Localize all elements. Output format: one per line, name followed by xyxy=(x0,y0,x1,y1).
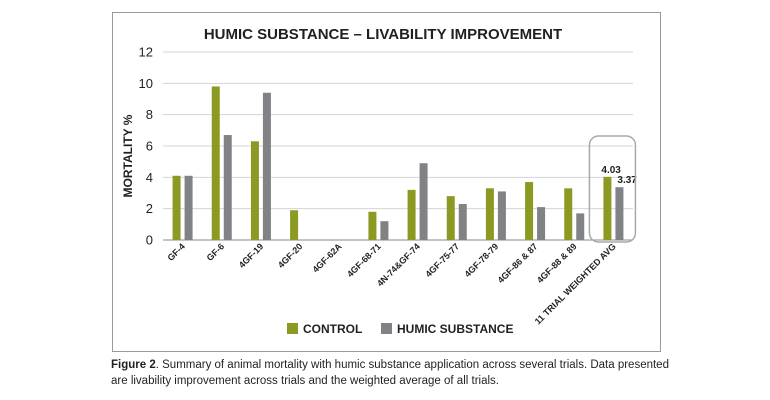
bars: 4.033.37 xyxy=(172,86,637,240)
gridlines xyxy=(163,51,633,241)
control-bar xyxy=(172,175,181,240)
x-tick-label: GF-6 xyxy=(205,241,227,263)
x-tick-label: 4GF-62A xyxy=(310,241,344,275)
x-tick-labels: GF-4 GF-6 4GF-19 4GF-20 4GF-62A 4GF-68-714N-7… xyxy=(165,241,617,326)
x-tick-label: 4GF-86 & 87 xyxy=(496,241,540,285)
humic-bar xyxy=(184,175,193,240)
chart-frame: HUMIC SUBSTANCE – LIVABILITY IMPROVEMENT… xyxy=(112,12,661,352)
control-bar xyxy=(485,188,494,240)
caption-text: . Summary of animal mortality with humic… xyxy=(111,359,669,387)
y-tick-label: 0 xyxy=(146,233,153,248)
control-bar xyxy=(603,176,612,240)
data-label: 3.37 xyxy=(617,175,637,186)
chart: HUMIC SUBSTANCE – LIVABILITY IMPROVEMENT… xyxy=(121,26,637,336)
data-label: 4.03 xyxy=(601,165,621,176)
y-tick-label: 8 xyxy=(146,107,153,122)
humic-bar xyxy=(497,191,506,240)
x-tick-label: 4GF-19 xyxy=(237,241,266,270)
y-tick-label: 10 xyxy=(139,76,153,91)
legend-swatch xyxy=(287,323,298,334)
legend-label: HUMIC SUBSTANCE xyxy=(397,322,513,336)
y-tick-labels: 0 2 4 6 8 10 12 xyxy=(139,45,153,248)
control-bar xyxy=(290,210,299,240)
legend: CONTROL HUMIC SUBSTANCE xyxy=(287,322,513,336)
humic-bar xyxy=(537,207,546,240)
humic-bar xyxy=(419,163,428,240)
x-tick-label: GF-4 xyxy=(165,241,187,263)
humic-bar xyxy=(380,221,389,240)
control-bar xyxy=(525,182,534,240)
x-tick-label: 4GF-75-77 xyxy=(423,241,461,279)
y-tick-label: 4 xyxy=(146,170,153,185)
humic-bar xyxy=(576,213,585,240)
chart-title: HUMIC SUBSTANCE – LIVABILITY IMPROVEMENT xyxy=(204,26,562,43)
y-axis-label: MORTALITY % xyxy=(121,114,135,197)
legend-label: CONTROL xyxy=(303,322,362,336)
control-bar xyxy=(407,189,416,240)
x-tick-label: 4GF-78-79 xyxy=(462,241,500,279)
x-tick-label: 4GF-20 xyxy=(276,241,305,270)
y-tick-label: 2 xyxy=(146,201,153,216)
control-bar xyxy=(250,141,259,240)
x-tick-label: 4GF-68-71 xyxy=(345,241,383,279)
legend-swatch xyxy=(381,323,392,334)
control-bar xyxy=(211,86,220,240)
highlight-box xyxy=(588,135,637,243)
control-bar xyxy=(564,188,573,240)
caption-label: Figure 2 xyxy=(111,359,156,371)
control-bar xyxy=(368,211,377,240)
humic-bar xyxy=(615,187,624,240)
humic-bar xyxy=(262,92,271,240)
humic-bar xyxy=(458,203,467,240)
humic-bar xyxy=(223,135,232,240)
figure-caption: Figure 2. Summary of animal mortality wi… xyxy=(111,357,671,389)
y-tick-label: 6 xyxy=(146,139,153,154)
y-tick-label: 12 xyxy=(139,45,153,60)
x-tick-label: 11 TRIAL WEIGHTED AVG xyxy=(533,241,618,326)
control-bar xyxy=(446,196,455,240)
